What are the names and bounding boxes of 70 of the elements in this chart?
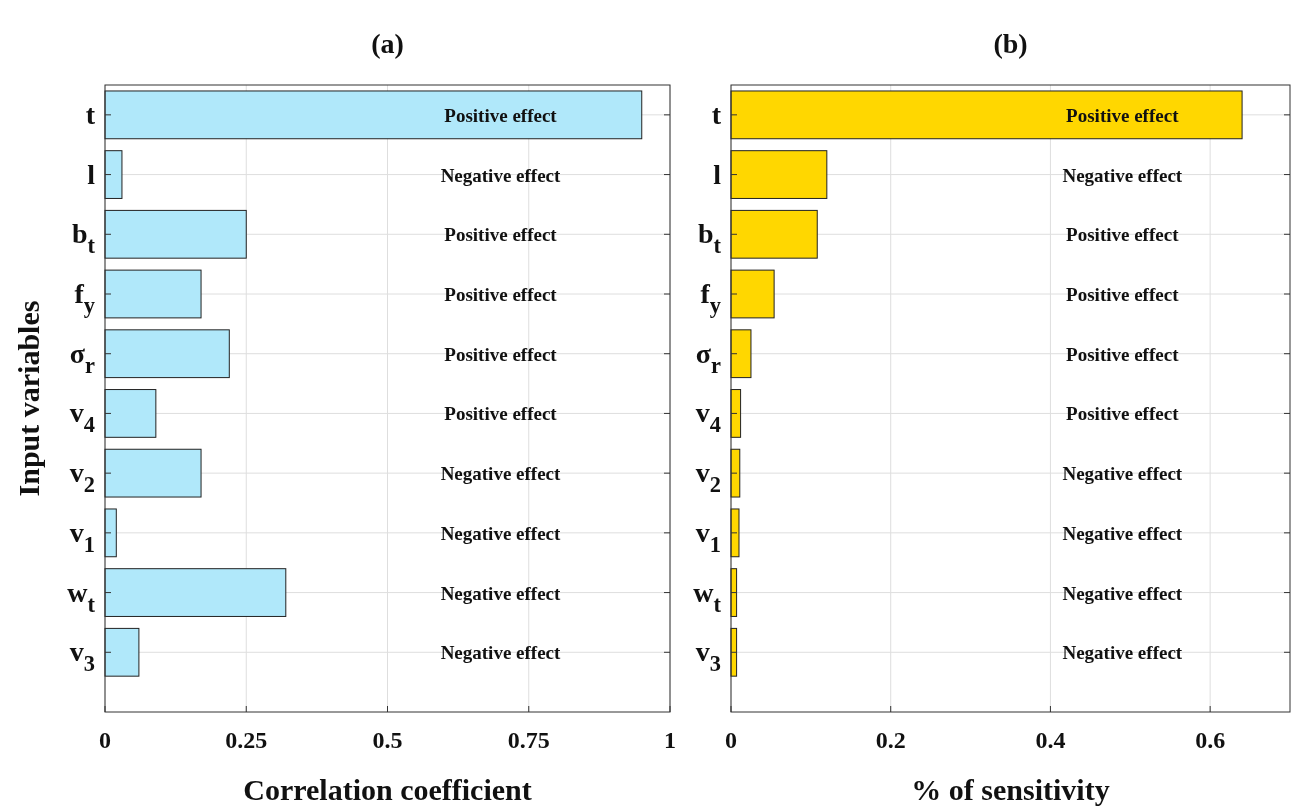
annotation: Positive effect <box>1066 104 1180 126</box>
annotation: Negative effect <box>440 582 562 604</box>
x-tick-label: 0.2 <box>875 727 906 753</box>
annotation: Positive effect <box>1066 343 1180 365</box>
bar <box>104 568 287 617</box>
y-tick-label: v$_{4}$ <box>695 397 721 438</box>
annotation: Negative effect <box>440 164 562 186</box>
annotation: Positive effect <box>444 343 558 365</box>
bar <box>730 90 1243 140</box>
bar <box>730 209 818 259</box>
bar <box>104 389 157 438</box>
chart-title: (a) <box>371 28 404 59</box>
y-tick-label: σ$_{r}$ <box>695 337 722 378</box>
y-tick-label: v$_{2}$ <box>69 457 95 498</box>
y-tick-label: l <box>713 158 722 190</box>
bar <box>104 90 643 140</box>
x-tick-label: 0.25 <box>225 727 268 753</box>
y-tick-label: t <box>711 98 722 130</box>
annotation: Positive effect <box>1066 284 1180 305</box>
annotation: Positive effect <box>1066 403 1180 425</box>
bar <box>730 150 828 199</box>
y-tick-label: w$_{t}$ <box>693 576 722 617</box>
annotation: Negative effect <box>1062 164 1183 186</box>
y-tick-label: b$_{t}$ <box>697 218 722 259</box>
x-tick-label: 0.5 <box>372 727 403 753</box>
annotation: Positive effect <box>444 224 558 246</box>
bar <box>730 508 740 558</box>
y-tick-label: f$_{y}$ <box>74 278 95 318</box>
y-tick-label: l <box>87 158 96 190</box>
bar <box>104 269 202 319</box>
annotation: Negative effect <box>1062 463 1183 485</box>
annotation: Positive effect <box>1066 224 1180 246</box>
bar <box>104 209 247 259</box>
annotation: Negative effect <box>440 522 562 544</box>
x-tick-label: 0.4 <box>1035 727 1066 753</box>
annotation: Negative effect <box>1062 522 1183 544</box>
annotation: Negative effect <box>440 463 562 485</box>
annotation: Negative effect <box>1062 642 1183 664</box>
chart-title: (b) <box>993 28 1028 59</box>
y-tick-label: b$_{t}$ <box>71 218 96 259</box>
y-axis-title: Input variables <box>12 300 45 497</box>
y-tick-label: t <box>85 98 96 130</box>
bar <box>104 627 140 677</box>
y-tick-label: v$_{2}$ <box>695 457 721 498</box>
x-tick-label: 0 <box>725 727 737 753</box>
annotation: Negative effect <box>440 642 562 664</box>
y-tick-label: v$_{1}$ <box>69 516 95 557</box>
x-tick-label: 0.75 <box>507 727 550 753</box>
x-tick-label: 0.6 <box>1195 727 1226 753</box>
annotation: Positive effect <box>444 104 558 126</box>
annotation: Negative effect <box>1062 582 1183 604</box>
y-tick-label: σ$_{r}$ <box>69 337 96 378</box>
y-tick-label: w$_{t}$ <box>67 576 96 617</box>
y-tick-label: v$_{1}$ <box>695 516 721 557</box>
x-tick-label: 0 <box>99 727 111 753</box>
x-tick-label: 1 <box>664 727 676 753</box>
y-tick-label: f$_{y}$ <box>700 278 721 318</box>
annotation: Positive effect <box>444 284 558 305</box>
x-axis-title: % of sensitivity <box>911 773 1110 806</box>
bar <box>730 269 775 319</box>
bar <box>104 508 117 558</box>
y-tick-label: v$_{3}$ <box>695 636 721 677</box>
y-tick-label: v$_{4}$ <box>69 397 95 438</box>
bar <box>730 329 752 379</box>
bar <box>104 150 123 199</box>
y-tick-label: v$_{3}$ <box>69 636 95 677</box>
annotation: Positive effect <box>444 403 558 425</box>
bar <box>104 329 230 379</box>
x-axis-title: Correlation coefficient <box>243 773 532 806</box>
bar <box>104 448 202 498</box>
